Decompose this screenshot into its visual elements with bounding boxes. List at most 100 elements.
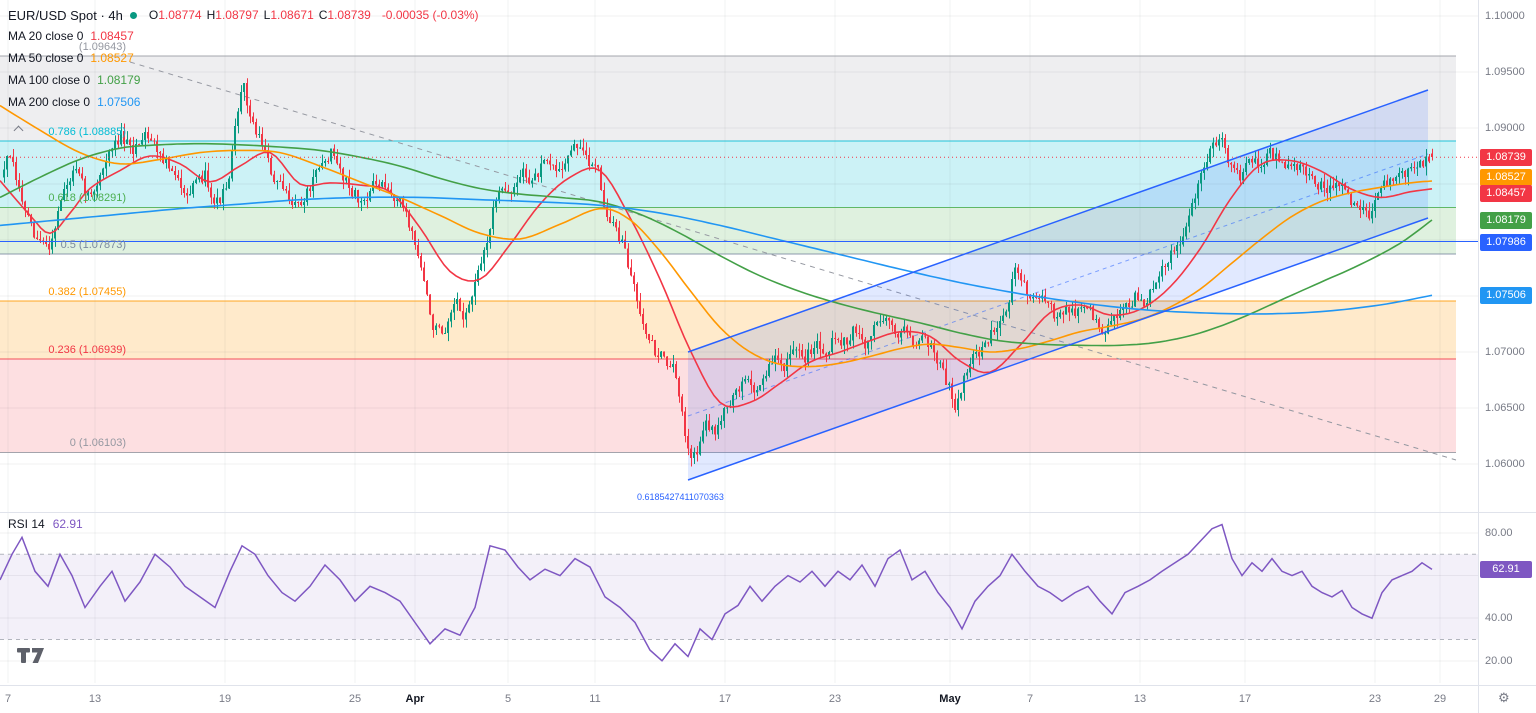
- candle-body: [513, 186, 515, 194]
- candle-body: [1416, 167, 1418, 169]
- tradingview-logo[interactable]: [17, 648, 45, 671]
- candle-body: [1383, 180, 1385, 188]
- candle-body: [603, 190, 605, 208]
- candle-body: [780, 360, 782, 364]
- candle-body: [867, 340, 869, 349]
- candle-body: [450, 312, 452, 322]
- candle-body: [1092, 306, 1094, 321]
- time-axis[interactable]: 7 13 19 25 Apr 5 11 17 23 May 7 13 17 23 29: [0, 686, 1479, 713]
- candle-body: [921, 335, 923, 341]
- rsi-legend[interactable]: RSI 14 62.91: [8, 517, 83, 531]
- symbol-legend: EUR/USD Spot · 4h O1.08774 H1.08797 L1.086…: [8, 5, 479, 113]
- ma-legend-row-2[interactable]: MA 50 close 0 1.08527: [8, 47, 479, 69]
- candle-body: [666, 356, 668, 366]
- candle-body: [825, 353, 827, 357]
- descending-trendline[interactable]: [129, 61, 1457, 461]
- candle-body: [15, 161, 17, 181]
- candle-body: [576, 143, 578, 148]
- candle-body: [933, 343, 935, 353]
- channel-upper-line[interactable]: [687, 89, 1429, 353]
- candle-body: [849, 340, 851, 345]
- candle-body: [144, 131, 146, 140]
- candle-body: [435, 325, 437, 330]
- candle-body: [789, 353, 791, 359]
- candle-body: [174, 171, 176, 175]
- candle-body: [339, 163, 341, 169]
- candle-body: [699, 441, 701, 455]
- candle-body: [495, 200, 497, 208]
- candle-body: [117, 140, 119, 145]
- candle-body: [1191, 203, 1193, 216]
- candle-body: [315, 169, 317, 177]
- candle-body: [960, 392, 962, 399]
- candle-body: [909, 332, 911, 336]
- pane-separator[interactable]: [0, 512, 1536, 513]
- candle-body: [312, 176, 314, 191]
- ma-legend-row-4[interactable]: MA 200 close 0 1.07506: [8, 91, 479, 113]
- candle-body: [1062, 312, 1064, 315]
- fib-band: [0, 55, 1456, 141]
- candle-body: [831, 337, 833, 352]
- candle-body: [870, 336, 872, 341]
- candle-body: [1371, 211, 1373, 219]
- candle-body: [648, 334, 650, 341]
- candle-body: [228, 178, 230, 189]
- candle-body: [297, 202, 299, 204]
- candle-body: [1116, 315, 1118, 318]
- candle-body: [81, 173, 83, 179]
- candle-body: [642, 314, 644, 325]
- candle-body: [3, 169, 5, 178]
- candle-body: [78, 168, 80, 174]
- candle-body: [177, 174, 179, 179]
- candle-body: [567, 155, 569, 164]
- symbol-title[interactable]: EUR/USD Spot · 4h: [8, 7, 123, 23]
- ma-legend-row-1[interactable]: MA 20 close 0 1.08457: [8, 25, 479, 47]
- candle-body: [1125, 303, 1127, 309]
- axis-settings-icon[interactable]: ⚙: [1498, 690, 1510, 705]
- candle-body: [888, 318, 890, 321]
- candle-body: [1266, 153, 1268, 165]
- ohlc-value: 1.08739: [327, 8, 371, 22]
- candle-body: [897, 333, 899, 338]
- price-axis[interactable]: 1.10000 1.09500 1.09000 1.07000 1.06500 1.060…: [1479, 0, 1536, 713]
- candle-body: [675, 363, 677, 378]
- candle-body: [657, 355, 659, 358]
- candle-body: [120, 131, 122, 145]
- candle-body: [939, 362, 941, 364]
- ma-legend-row-3[interactable]: MA 100 close 0 1.08179: [8, 69, 479, 91]
- ma-legend-value: 1.07506: [97, 95, 141, 109]
- chevron-up-icon[interactable]: [12, 123, 26, 135]
- candle-body: [366, 200, 368, 202]
- candle-body: [87, 192, 89, 196]
- candle-body: [1296, 163, 1298, 170]
- candle-body: [444, 333, 446, 335]
- candle-body: [1095, 319, 1097, 321]
- candle-body: [1407, 168, 1409, 177]
- candle-body: [9, 155, 11, 158]
- price-change: -0.00035 (-0.03%): [381, 8, 479, 22]
- ma-line-ma-100: [0, 142, 1433, 347]
- candle-body: [1173, 250, 1175, 252]
- candle-body: [624, 239, 626, 249]
- fib-level-label: 0.382 (1.07455): [48, 286, 126, 299]
- candle-body: [1029, 295, 1031, 299]
- candle-body: [357, 190, 359, 203]
- candle-body: [966, 372, 968, 376]
- candle-body: [528, 177, 530, 184]
- candle-body: [891, 320, 893, 325]
- candle-body: [471, 296, 473, 305]
- candle-body: [1311, 173, 1313, 176]
- candle-body: [168, 158, 170, 169]
- candle-body: [828, 351, 830, 357]
- candle-body: [1002, 315, 1004, 322]
- time-axis-label: 25: [348, 693, 362, 705]
- channel-lower-line[interactable]: [687, 217, 1429, 481]
- candle-body: [768, 364, 770, 377]
- candle-body: [252, 116, 254, 123]
- candle-body: [468, 304, 470, 313]
- candle-body: [1422, 160, 1424, 167]
- price-axis-badge: 1.08739: [1480, 149, 1532, 166]
- candle-body: [1284, 161, 1286, 168]
- candle-body: [345, 177, 347, 181]
